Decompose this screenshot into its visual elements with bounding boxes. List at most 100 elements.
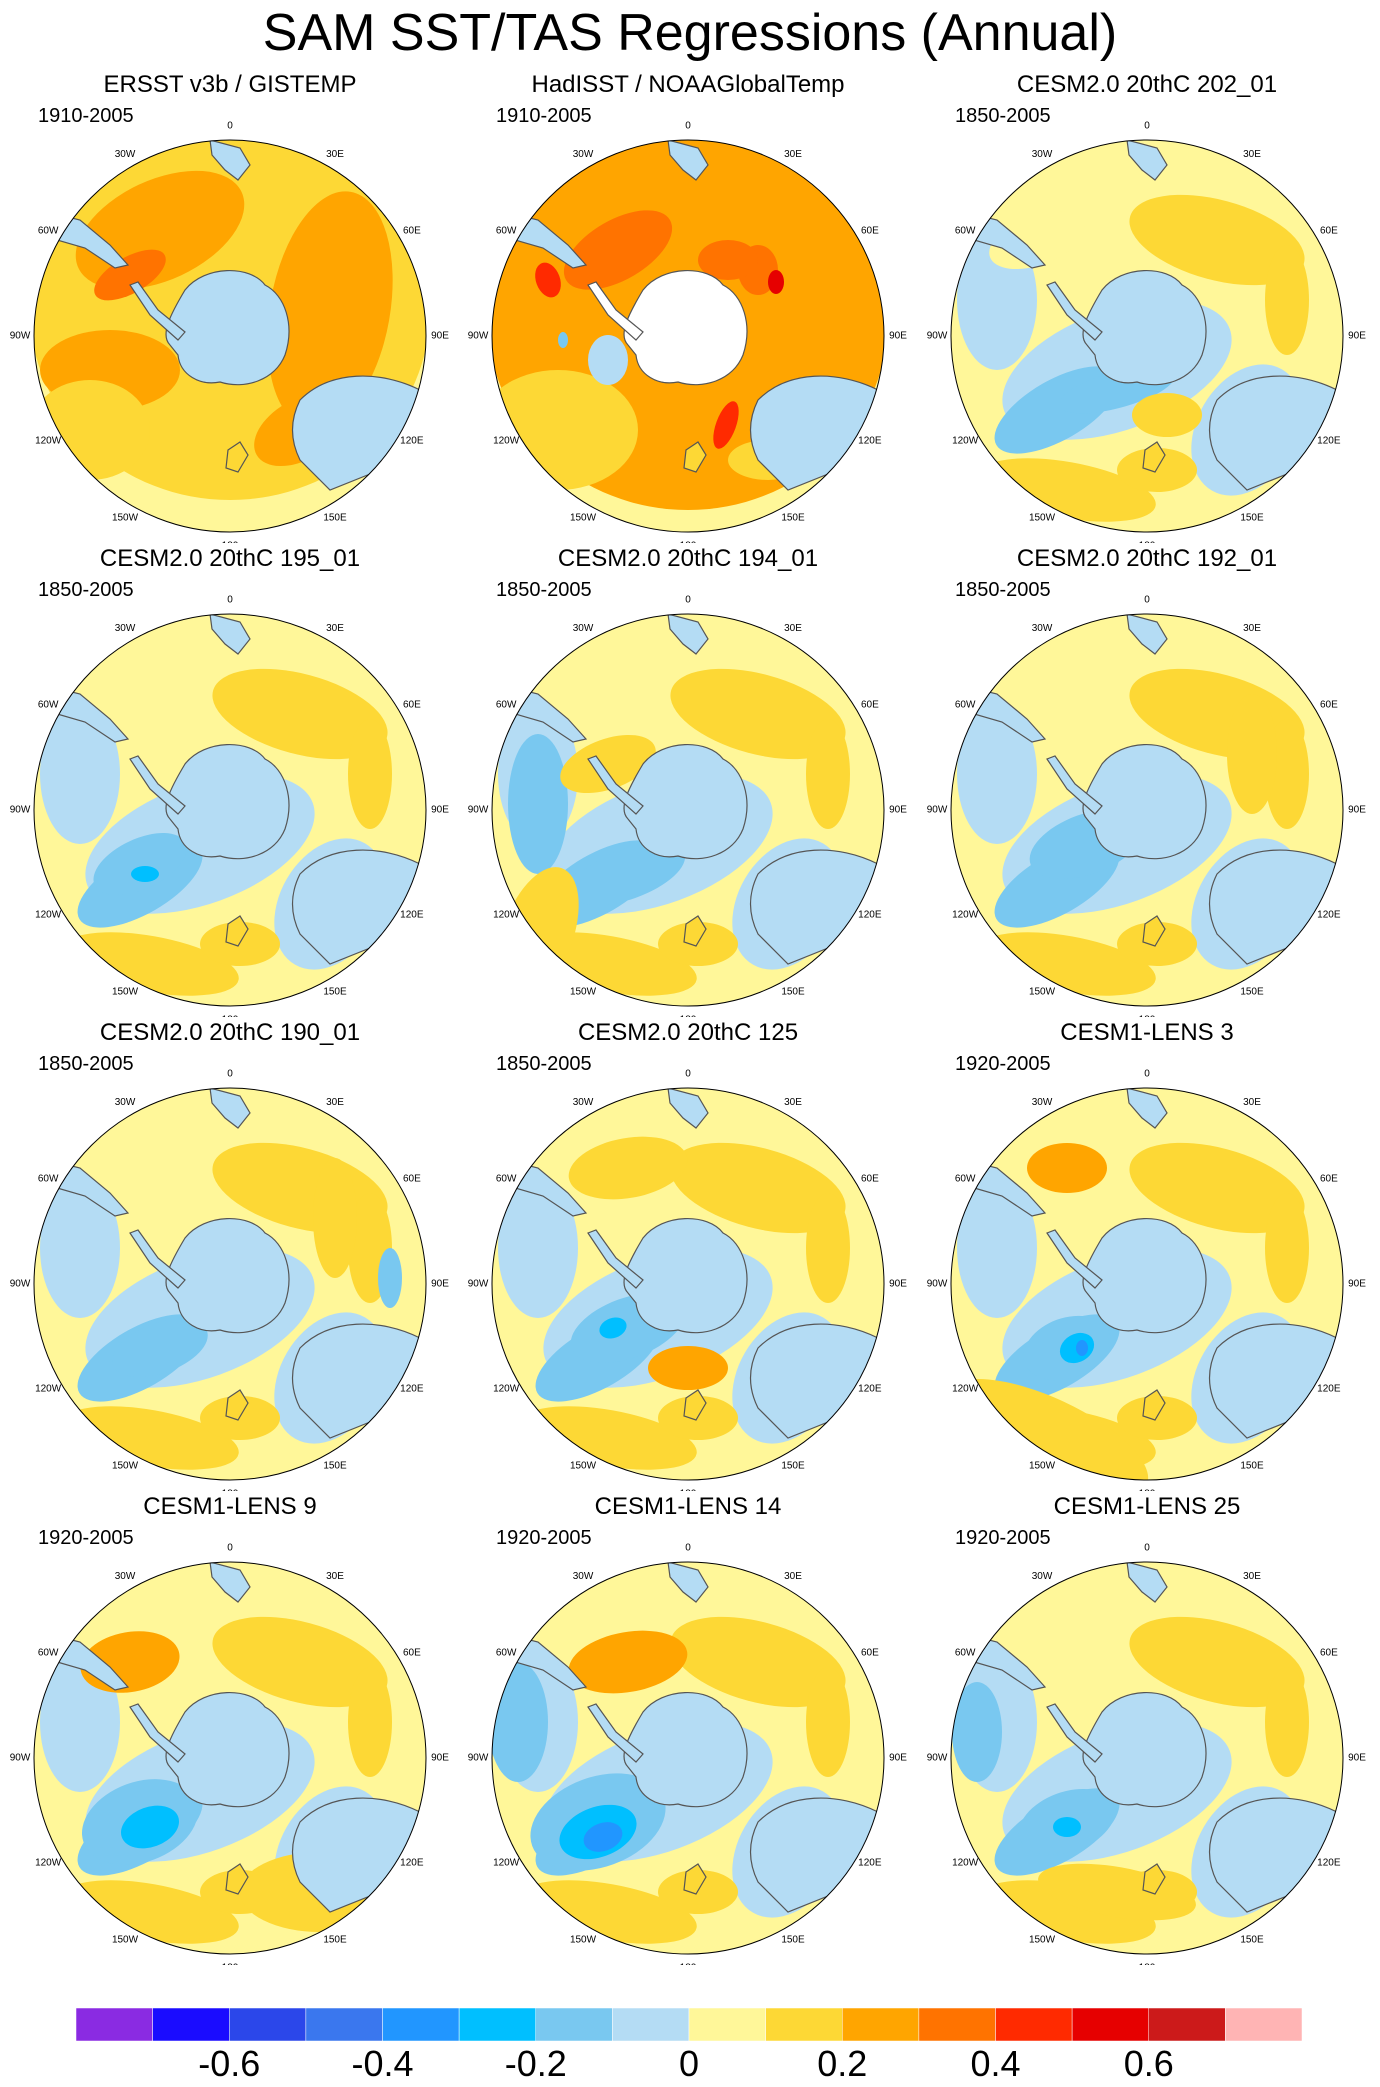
longitude-label: 30E (326, 1097, 344, 1108)
anomaly-region (1053, 1817, 1081, 1837)
panel-title: CESM2.0 20thC 125 (577, 1019, 799, 1046)
colorbar-tick-label: -0.2 (504, 2043, 567, 2084)
polar-map: 0 30E 60E 90E 120E 150E 180 150W 120W 90W 60W 30W (10, 1543, 450, 1965)
anomaly-region (698, 240, 758, 280)
anomaly-region (806, 1667, 850, 1777)
colorbar-segment (76, 2008, 153, 2041)
anomaly-region (670, 668, 846, 760)
anomaly-region (563, 210, 673, 290)
anomaly-region (348, 719, 392, 829)
polar-map: 0 30E 60E 90E 120E 150E 180 150W 120W 90W 60W 30W (927, 1543, 1367, 1965)
map-panel: 0 30E 60E 90E 120E 150E 180 150W 120W 90W 60W 30W ER… (0, 70, 460, 543)
australia-landmass (749, 1323, 884, 1439)
colorbar-tick-label: 0.2 (817, 2043, 868, 2084)
anomaly-region (492, 370, 638, 490)
longitude-label: 90W (927, 805, 948, 816)
anomaly-region (1129, 1142, 1305, 1234)
anomaly-region (1117, 448, 1197, 492)
map-panel: 0 30E 60E 90E 120E 150E 180 150W 120W 90W 60W 30W CE… (0, 1492, 460, 1965)
anomaly-region (313, 1158, 357, 1278)
australia-landmass (291, 1797, 426, 1913)
panel-period: 1850-2005 (496, 579, 592, 601)
longitude-label: 90E (1348, 805, 1366, 816)
longitude-label: 180 (680, 1015, 697, 1017)
longitude-label: 90W (468, 331, 489, 342)
anomaly-region (94, 249, 166, 301)
polar-map: 0 30E 60E 90E 120E 150E 180 150W 120W 90W 60W 30W (927, 595, 1367, 1017)
longitude-label: 60W (955, 1174, 976, 1185)
longitude-label: 120E (400, 1384, 424, 1395)
longitude-label: 90E (431, 331, 449, 342)
new-zealand-landmass (1142, 1863, 1166, 1895)
anomaly-region (670, 1616, 846, 1708)
longitude-label: 90E (1348, 331, 1366, 342)
new-zealand-landmass (1142, 1389, 1166, 1421)
polar-map: 0 30E 60E 90E 120E 150E 180 150W 120W 90W 60W 30W (468, 1543, 908, 1965)
anomaly-region (768, 270, 784, 294)
longitude-label: 0 (1144, 121, 1150, 132)
map-boundary-circle (491, 139, 885, 533)
africa-landmass (1126, 1088, 1168, 1129)
longitude-label: 120W (493, 1858, 520, 1869)
longitude-label: 60E (861, 1174, 879, 1185)
longitude-label: 150E (323, 1461, 347, 1472)
australia-landmass (291, 375, 426, 491)
anomaly-region (492, 1662, 548, 1782)
longitude-label: 180 (1139, 541, 1156, 543)
colorbar-segment (918, 2008, 996, 2041)
longitude-label: 150W (1029, 1461, 1056, 1472)
longitude-label: 120W (35, 910, 62, 921)
anomaly-region (508, 734, 568, 874)
new-zealand-landmass (683, 1389, 707, 1421)
longitude-label: 30W (1032, 623, 1053, 634)
colorbar-tick-label: 0.6 (1123, 2043, 1174, 2084)
australia-landmass (749, 375, 884, 491)
longitude-label: 60E (1320, 700, 1338, 711)
anomaly-region (131, 866, 159, 882)
panel-title: CESM1-LENS 9 (143, 1493, 317, 1520)
new-zealand-landmass (683, 915, 707, 947)
polar-map: 0 30E 60E 90E 120E 150E 180 150W 120W 90W 60W 30W (468, 121, 908, 543)
anomaly-region (1265, 1193, 1309, 1303)
longitude-label: 120W (35, 1858, 62, 1869)
longitude-label: 180 (1139, 1489, 1156, 1491)
australia-landmass (291, 849, 426, 965)
anomaly-region (670, 1142, 846, 1234)
polar-map: 0 30E 60E 90E 120E 150E 180 150W 120W 90W 60W 30W (10, 121, 450, 543)
antarctic-peninsula (129, 281, 186, 341)
colorbar (76, 2008, 1302, 2041)
map-boundary-circle (950, 1087, 1344, 1481)
africa-landmass (667, 1088, 709, 1129)
antarctica-landmass (1082, 1217, 1207, 1334)
anomaly-region (378, 1248, 402, 1308)
colorbar-svg (76, 2008, 1302, 2041)
polar-map: 0 30E 60E 90E 120E 150E 180 150W 120W 90W 60W 30W (468, 1069, 908, 1491)
longitude-label: 90E (431, 805, 449, 816)
longitude-label: 60E (403, 700, 421, 711)
longitude-label: 180 (222, 1015, 239, 1017)
anomaly-region (93, 833, 187, 895)
panel-period: 1920-2005 (38, 1527, 134, 1549)
antarctic-peninsula (587, 281, 644, 341)
longitude-label: 0 (227, 1069, 233, 1080)
anomaly-region (957, 704, 1037, 844)
map-boundary-circle (950, 1561, 1344, 1955)
panel-period: 1850-2005 (38, 579, 134, 601)
anomaly-region (658, 922, 738, 966)
longitude-label: 180 (1139, 1015, 1156, 1017)
panel-title: CESM2.0 20thC 194_01 (557, 545, 819, 572)
africa-landmass (209, 140, 251, 181)
longitude-label: 120W (493, 1384, 520, 1395)
longitude-label: 30W (1032, 1571, 1053, 1582)
longitude-label: 30E (784, 149, 802, 160)
longitude-label: 120W (952, 1858, 979, 1869)
longitude-label: 30E (1243, 149, 1261, 160)
longitude-label: 150E (1240, 1461, 1264, 1472)
colorbar-segment (842, 2008, 920, 2041)
anomaly-region (570, 842, 686, 906)
longitude-label: 120E (1317, 1384, 1341, 1395)
anomaly-region (1076, 1340, 1088, 1356)
antarctic-peninsula (1046, 755, 1103, 815)
longitude-label: 60W (38, 700, 59, 711)
antarctic-peninsula (129, 1229, 186, 1289)
